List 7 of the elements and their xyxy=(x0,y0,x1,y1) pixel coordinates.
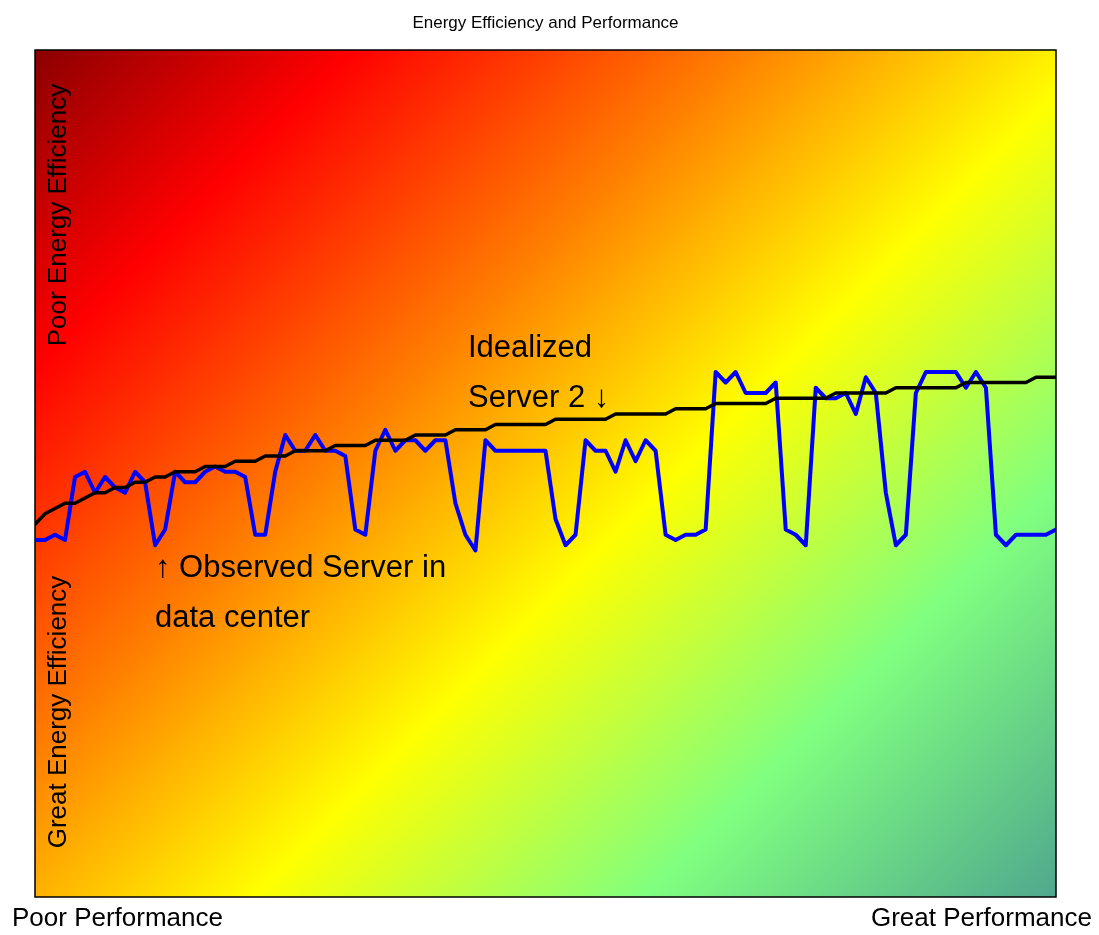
chart-title: Energy Efficiency and Performance xyxy=(412,13,679,32)
text: Great Performance xyxy=(870,902,1092,933)
annotation: Great Energy Efficiency xyxy=(41,575,73,849)
text: Poor Energy Efficiency xyxy=(41,83,73,347)
annotation: Idealized Server 2 ↓ xyxy=(468,328,611,416)
annotation: ↑ Observed Server in data center xyxy=(155,548,448,636)
text: Poor Performance xyxy=(12,902,223,933)
